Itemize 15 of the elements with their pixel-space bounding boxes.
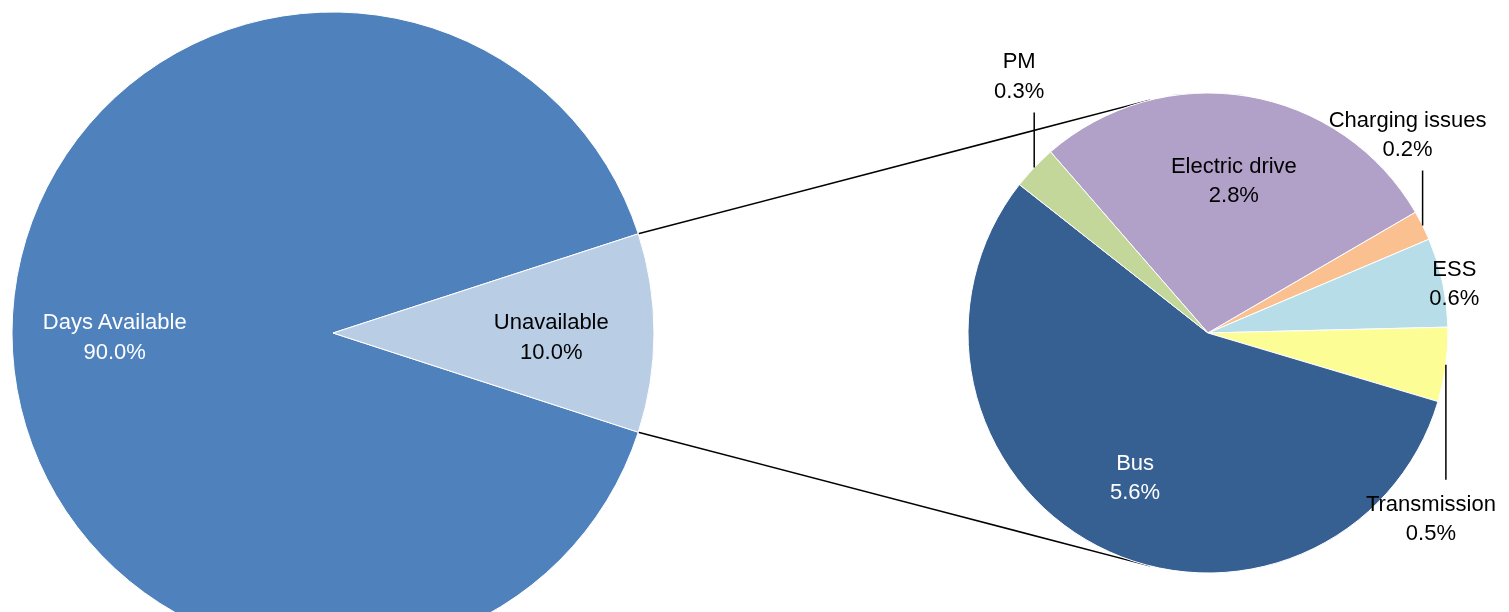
data-label: 5.6%	[1110, 479, 1161, 505]
slice-label: Charging issues	[1328, 106, 1487, 132]
slice-label: PM	[1002, 48, 1036, 74]
data-label: 10.0%	[520, 338, 583, 364]
data-label: 0.5%	[1405, 520, 1456, 546]
data-label: 0.6%	[1429, 285, 1480, 311]
slice-label: Days Available	[42, 309, 187, 334]
data-label: 0.2%	[1382, 136, 1433, 162]
data-label: 90.0%	[83, 338, 146, 364]
data-label: 0.3%	[994, 78, 1045, 104]
slice-label: Unavailable	[493, 309, 609, 334]
slice-label: ESS	[1432, 255, 1477, 281]
slice-label: Bus	[1116, 449, 1155, 475]
data-label: 2.8%	[1208, 182, 1259, 208]
slice-label: Electric drive	[1170, 152, 1297, 178]
